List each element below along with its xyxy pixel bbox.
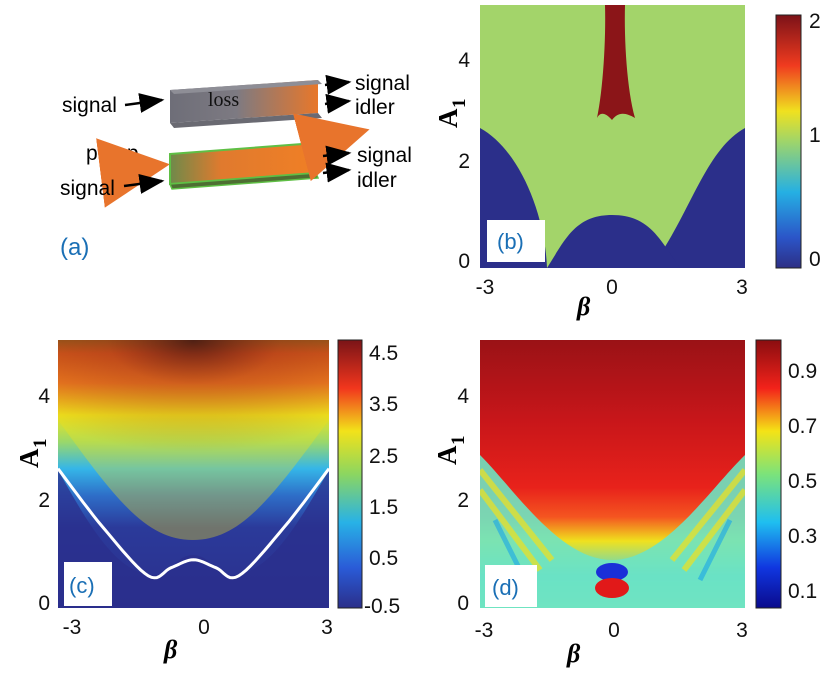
top-out-signal-arrow	[324, 74, 352, 95]
panel-b-xtick-neg3: -3	[476, 276, 495, 299]
panel-b-xlabel: β	[576, 292, 591, 321]
panel-b-cbar-1: 1	[809, 124, 821, 147]
panel-a-tag: (a)	[60, 234, 89, 261]
panel-d-red-spot	[595, 578, 629, 598]
panel-c-tag: (c)	[69, 573, 95, 598]
panel-b: (b) 4 2 0 -3 0 3 β A 1 2 1 0	[433, 5, 821, 321]
panel-c-cbar-neg0.5: -0.5	[364, 595, 400, 618]
panel-c-cbar-4.5: 4.5	[369, 342, 398, 365]
panel-d-ytick-4: 4	[457, 385, 469, 408]
top-input-signal-label: signal	[62, 94, 117, 117]
panel-c-ytick-2: 2	[38, 489, 50, 512]
panel-d-xtick-0: 0	[608, 619, 620, 642]
svg-text:A: A	[14, 448, 44, 468]
panel-d-tag: (d)	[492, 575, 519, 600]
panel-c: (c) 4 2 0 -3 0 3 β A 1 4.5 3.5 2.5 1.5 0…	[14, 339, 400, 664]
panel-d-xtick-neg3: -3	[475, 619, 494, 642]
gain-waveguide	[168, 141, 320, 190]
panel-d-xtick-3: 3	[736, 619, 748, 642]
panel-b-colorbar	[775, 14, 802, 269]
pump-label: pump	[86, 142, 139, 165]
panel-c-cbar-2.5: 2.5	[369, 445, 398, 468]
loss-waveguide	[170, 80, 322, 128]
bottom-out-idler-label: idler	[357, 169, 397, 192]
top-input-arrow	[124, 93, 165, 113]
panel-d-tag-box	[485, 565, 537, 607]
panel-b-high-region	[597, 5, 635, 120]
panel-b-tag-box	[487, 220, 545, 262]
svg-text:A: A	[433, 108, 463, 128]
panel-b-cbar-2: 2	[809, 10, 821, 33]
pump-output-arrow	[292, 113, 370, 182]
panel-c-cbar-0.5: 0.5	[369, 547, 398, 570]
panel-c-ylabel: A 1	[14, 439, 51, 469]
panel-b-center-region	[547, 215, 680, 268]
panel-d-cbar-0.9: 0.9	[788, 360, 817, 383]
panel-b-right-region	[651, 128, 745, 268]
panel-c-cbar-1.5: 1.5	[369, 496, 398, 519]
panel-c-xtick-0: 0	[198, 616, 210, 639]
panel-d-ylabel: A 1	[432, 436, 469, 466]
panel-b-xtick-3: 3	[736, 276, 748, 299]
panel-b-ylabel: A 1	[433, 99, 470, 129]
panel-b-ytick-2: 2	[458, 150, 470, 173]
panel-c-ytick-0: 0	[38, 592, 50, 615]
loss-label: loss	[208, 89, 239, 111]
bottom-input-signal-label: signal	[60, 177, 115, 200]
panel-d-colorbar	[755, 339, 782, 609]
panel-d-blue-spot	[596, 563, 628, 581]
panel-c-ytick-4: 4	[38, 385, 50, 408]
panel-d-cbar-0.1: 0.1	[788, 580, 817, 603]
svg-text:1: 1	[449, 99, 470, 109]
top-out-idler-arrow	[324, 93, 352, 114]
bottom-out-idler-arrow	[322, 162, 352, 183]
svg-text:1: 1	[448, 436, 469, 446]
panel-d-ytick-0: 0	[457, 592, 469, 615]
panel-c-xtick-3: 3	[321, 616, 333, 639]
top-out-signal-label: signal	[355, 72, 410, 95]
panel-c-xtick-neg3: -3	[63, 616, 82, 639]
panel-c-colorbar	[337, 339, 363, 609]
panel-d-cbar-0.3: 0.3	[788, 525, 817, 548]
panel-b-xtick-0: 0	[606, 276, 618, 299]
panel-b-tag: (b)	[497, 229, 524, 254]
panel-c-contour-line	[58, 467, 329, 580]
panel-d-ytick-2: 2	[457, 489, 469, 512]
pump-input-arrow	[96, 138, 170, 208]
panel-c-tag-box	[64, 562, 112, 606]
svg-text:A: A	[432, 445, 462, 465]
panel-b-cbar-0: 0	[809, 248, 821, 271]
panel-d-cbar-0.5: 0.5	[788, 470, 817, 493]
bottom-out-signal-arrow	[322, 145, 352, 166]
top-out-idler-label: idler	[355, 96, 395, 119]
svg-text:1: 1	[30, 439, 51, 449]
panel-b-ytick-4: 4	[458, 49, 470, 72]
panel-c-cbar-3.5: 3.5	[369, 393, 398, 416]
bottom-input-arrow	[123, 174, 165, 194]
panel-a: signal loss signal idler pump signal sig…	[60, 72, 412, 261]
panel-d-xlabel: β	[566, 639, 581, 668]
panel-c-xlabel: β	[163, 635, 178, 664]
bottom-out-signal-label: signal	[357, 144, 412, 167]
panel-b-ytick-0: 0	[458, 250, 470, 273]
panel-d-cbar-0.7: 0.7	[788, 415, 817, 438]
panel-d: (d) 4 2 0 -3 0 3 β A 1 0.9 0.7 0.5 0.3 0…	[432, 339, 817, 668]
